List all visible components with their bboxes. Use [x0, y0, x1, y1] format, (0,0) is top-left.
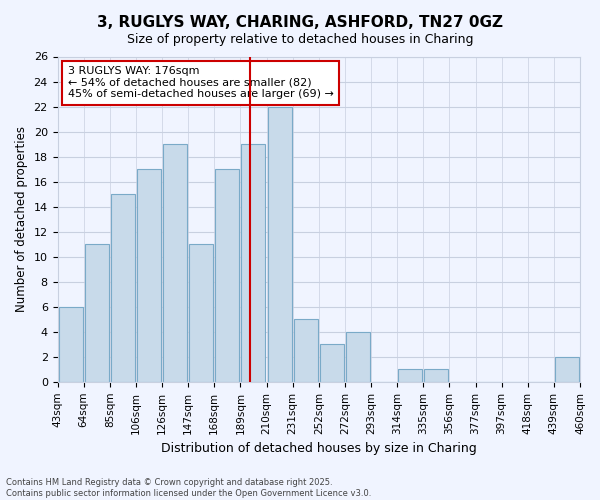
Bar — [59, 306, 83, 382]
Bar — [215, 169, 239, 382]
Bar — [137, 169, 161, 382]
X-axis label: Distribution of detached houses by size in Charing: Distribution of detached houses by size … — [161, 442, 476, 455]
Bar — [85, 244, 109, 382]
Bar — [346, 332, 370, 382]
Bar — [241, 144, 265, 382]
Bar — [555, 357, 579, 382]
Text: Contains HM Land Registry data © Crown copyright and database right 2025.
Contai: Contains HM Land Registry data © Crown c… — [6, 478, 371, 498]
Bar — [424, 370, 448, 382]
Text: 3, RUGLYS WAY, CHARING, ASHFORD, TN27 0GZ: 3, RUGLYS WAY, CHARING, ASHFORD, TN27 0G… — [97, 15, 503, 30]
Text: 3 RUGLYS WAY: 176sqm
← 54% of detached houses are smaller (82)
45% of semi-detac: 3 RUGLYS WAY: 176sqm ← 54% of detached h… — [68, 66, 334, 100]
Text: Size of property relative to detached houses in Charing: Size of property relative to detached ho… — [127, 32, 473, 46]
Bar — [111, 194, 135, 382]
Bar — [320, 344, 344, 382]
Y-axis label: Number of detached properties: Number of detached properties — [15, 126, 28, 312]
Bar — [293, 320, 318, 382]
Bar — [163, 144, 187, 382]
Bar — [398, 370, 422, 382]
Bar — [189, 244, 213, 382]
Bar — [268, 106, 292, 382]
